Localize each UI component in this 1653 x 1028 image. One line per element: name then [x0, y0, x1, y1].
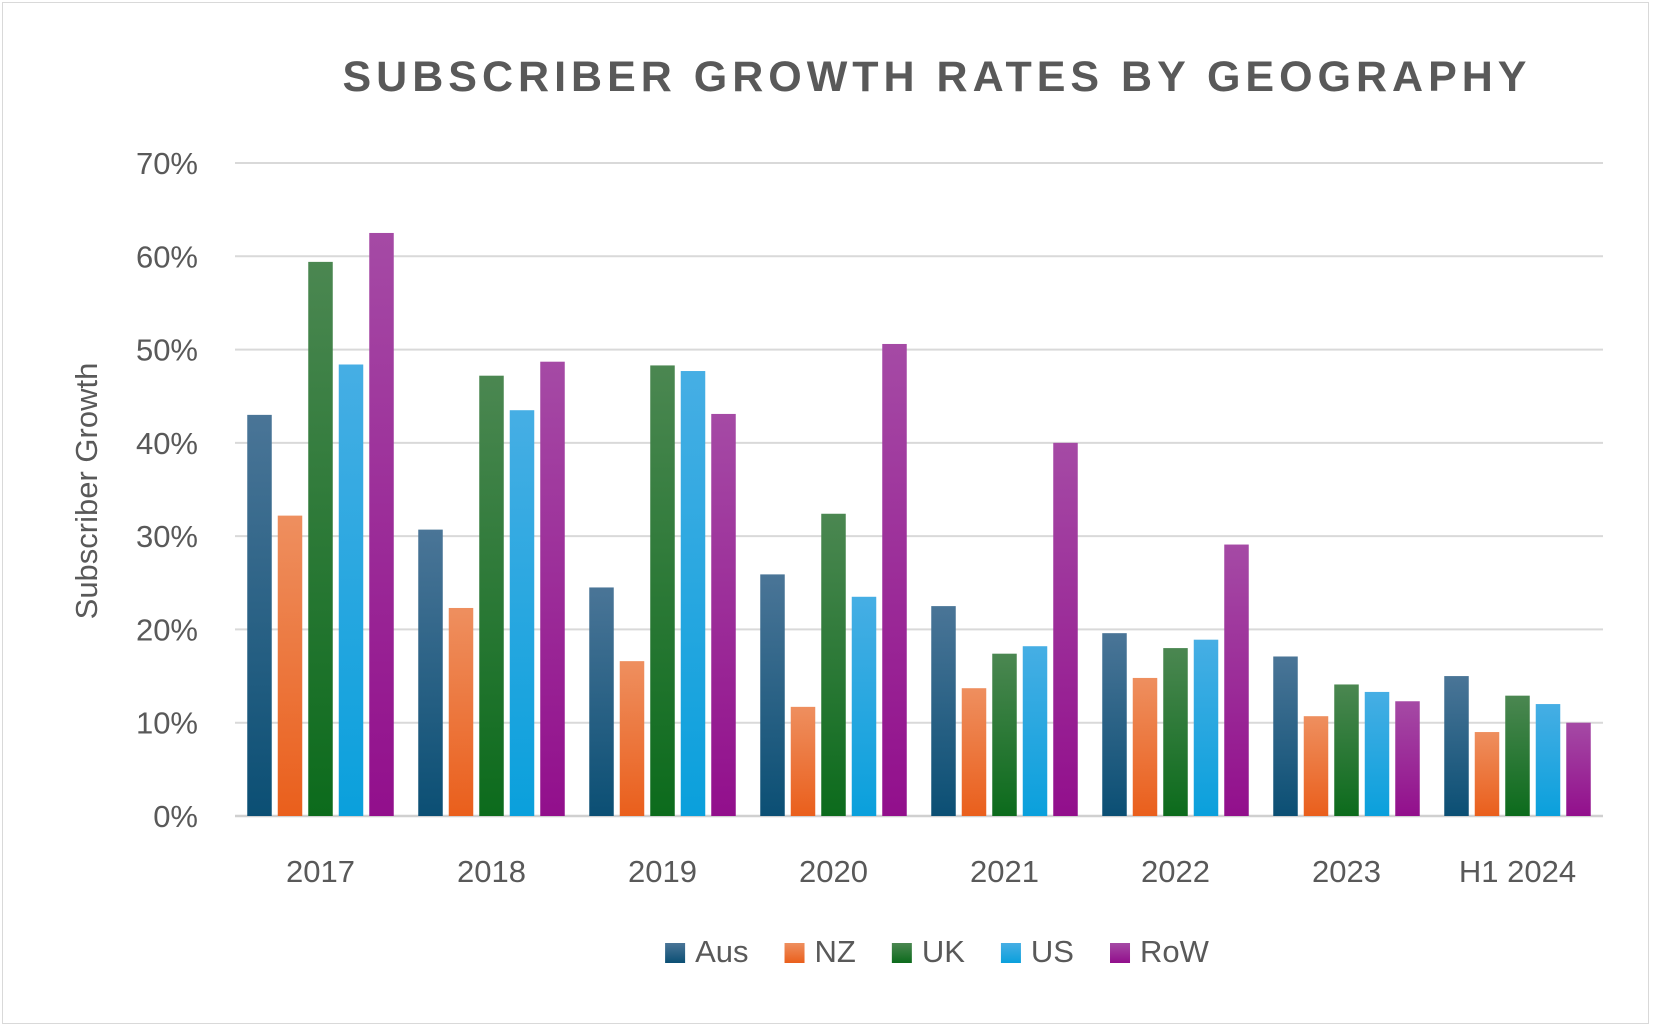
- bar-uk-2021: [992, 653, 1017, 816]
- bar-uk-2020: [821, 513, 846, 816]
- bar-us-2021: [1022, 646, 1048, 816]
- bar-aus-2019: [589, 587, 614, 816]
- bar-us-2019: [680, 371, 706, 816]
- x-tick-label: 2021: [970, 854, 1039, 889]
- bar-us-2017: [338, 364, 364, 816]
- legend-label-aus: Aus: [695, 934, 748, 969]
- bar-us-2020: [851, 596, 877, 816]
- x-tick-label: H1 2024: [1459, 854, 1576, 889]
- legend-swatch-uk: [891, 943, 912, 963]
- bar-nz-2017: [277, 515, 303, 816]
- bar-aus-2023: [1273, 656, 1298, 816]
- bar-uk-2023: [1334, 684, 1359, 816]
- legend: Aus NZ UK US RoW: [665, 934, 1210, 969]
- y-tick-label: 30%: [136, 519, 198, 554]
- y-tick-label: 0%: [153, 799, 198, 834]
- bar-uk-2019: [650, 365, 675, 816]
- bars: [247, 232, 1591, 817]
- bar-aus-2018: [418, 529, 443, 816]
- bar-nz-2023: [1303, 716, 1329, 816]
- bar-nz-h1-2024: [1474, 732, 1500, 816]
- y-tick-label: 20%: [136, 612, 198, 647]
- bar-row-2019: [711, 413, 736, 816]
- legend-swatch-nz: [784, 943, 805, 963]
- bar-aus-2020: [760, 574, 785, 816]
- bar-us-h1-2024: [1535, 704, 1561, 816]
- bar-uk-2017: [308, 261, 333, 817]
- bar-us-2018: [509, 410, 535, 816]
- bar-nz-2020: [790, 706, 816, 816]
- bar-row-2021: [1053, 442, 1078, 816]
- x-tick-label: 2023: [1312, 854, 1381, 889]
- y-tick-label: 60%: [136, 239, 198, 274]
- x-tick-label: 2017: [286, 854, 355, 889]
- legend-swatch-aus: [665, 943, 686, 963]
- y-tick-label: 70%: [136, 146, 198, 181]
- bar-aus-2022: [1102, 633, 1127, 816]
- bar-uk-h1-2024: [1505, 695, 1530, 816]
- y-axis-ticks: 0% 10% 20% 30% 40% 50% 60% 70%: [136, 146, 198, 834]
- bar-chart: SUBSCRIBER GROWTH RATES BY GEOGRAPHY Sub…: [69, 53, 1603, 969]
- legend-label-us: US: [1031, 934, 1074, 969]
- x-tick-label: 2022: [1141, 854, 1210, 889]
- x-tick-label: 2020: [799, 854, 868, 889]
- bar-row-2023: [1395, 701, 1420, 816]
- legend-label-uk: UK: [922, 934, 965, 969]
- legend-label-nz: NZ: [815, 934, 856, 969]
- bar-row-2022: [1224, 544, 1249, 816]
- legend-swatch-us: [1000, 943, 1021, 963]
- x-tick-label: 2019: [628, 854, 697, 889]
- x-axis-ticks: 2017 2018 2019 2020 2021 2022 2023 H1 2024: [286, 854, 1576, 889]
- bar-row-h1-2024: [1566, 722, 1591, 816]
- bar-us-2022: [1193, 639, 1219, 816]
- bar-uk-2022: [1163, 648, 1188, 816]
- legend-swatch-row: [1110, 943, 1131, 963]
- y-axis-label: Subscriber Growth: [69, 363, 104, 620]
- bar-aus-2017: [247, 414, 272, 816]
- y-tick-label: 10%: [136, 706, 198, 741]
- bar-row-2017: [369, 232, 394, 816]
- y-tick-label: 50%: [136, 333, 198, 368]
- bar-nz-2021: [961, 688, 987, 816]
- bar-nz-2018: [448, 607, 474, 816]
- bar-row-2020: [882, 343, 907, 816]
- chart-title: SUBSCRIBER GROWTH RATES BY GEOGRAPHY: [343, 53, 1532, 101]
- bar-uk-2018: [479, 375, 504, 816]
- bar-aus-h1-2024: [1444, 676, 1469, 816]
- x-tick-label: 2018: [457, 854, 526, 889]
- bar-aus-2021: [931, 606, 956, 816]
- bar-nz-2022: [1132, 677, 1158, 816]
- legend-label-row: RoW: [1140, 934, 1210, 969]
- y-tick-label: 40%: [136, 426, 198, 461]
- bar-row-2018: [540, 361, 565, 816]
- bar-nz-2019: [619, 661, 645, 816]
- bar-us-2023: [1364, 691, 1390, 816]
